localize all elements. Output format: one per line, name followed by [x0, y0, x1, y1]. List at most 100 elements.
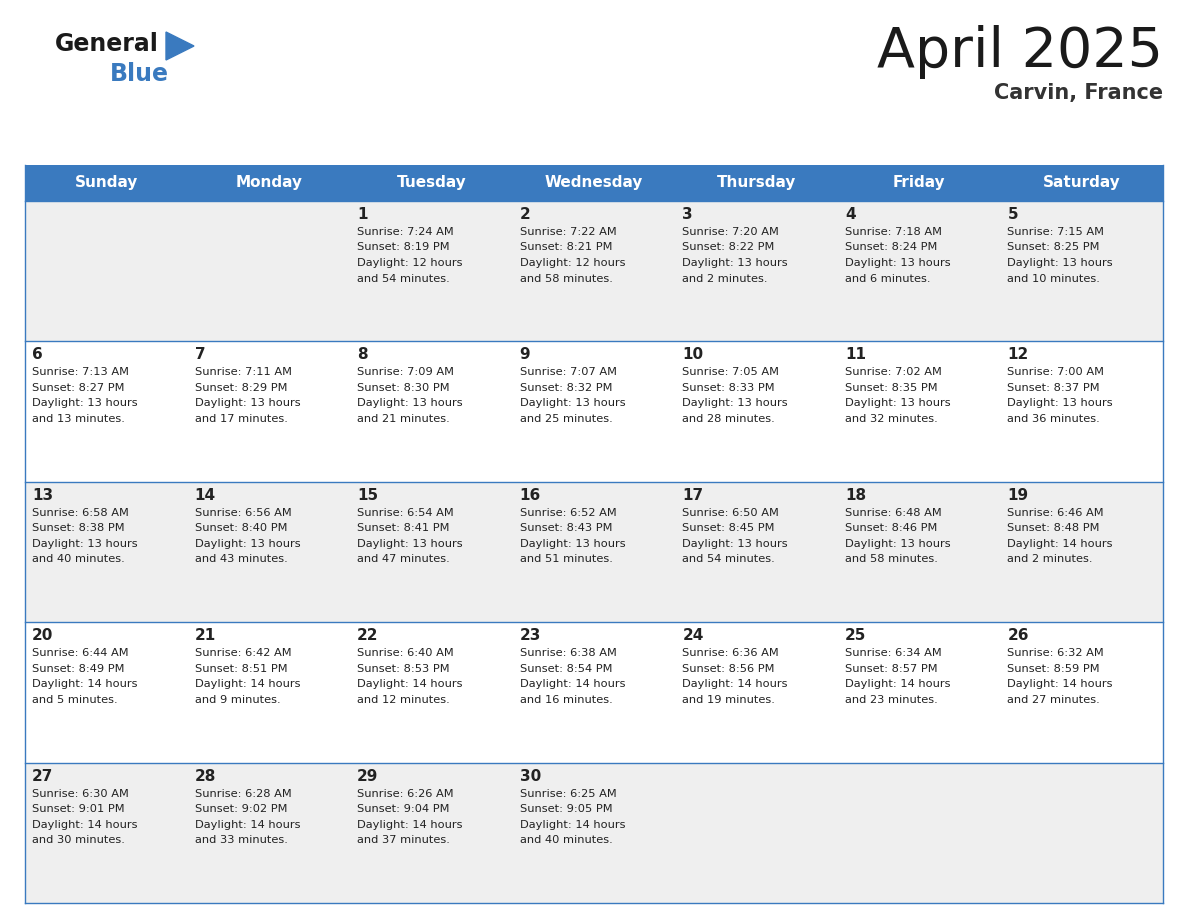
- Text: 29: 29: [358, 768, 379, 784]
- Text: Daylight: 13 hours: Daylight: 13 hours: [195, 398, 301, 409]
- Text: Sunset: 8:24 PM: Sunset: 8:24 PM: [845, 242, 937, 252]
- Text: Sunset: 8:40 PM: Sunset: 8:40 PM: [195, 523, 287, 533]
- Text: Daylight: 14 hours: Daylight: 14 hours: [682, 679, 788, 689]
- Text: 22: 22: [358, 628, 379, 644]
- Text: Sunrise: 6:48 AM: Sunrise: 6:48 AM: [845, 508, 942, 518]
- Text: Saturday: Saturday: [1043, 175, 1120, 191]
- Text: 3: 3: [682, 207, 693, 222]
- Text: Sunrise: 7:07 AM: Sunrise: 7:07 AM: [519, 367, 617, 377]
- Text: 26: 26: [1007, 628, 1029, 644]
- Text: Sunset: 8:32 PM: Sunset: 8:32 PM: [519, 383, 612, 393]
- Text: Sunset: 9:05 PM: Sunset: 9:05 PM: [519, 804, 612, 814]
- Text: Sunrise: 7:00 AM: Sunrise: 7:00 AM: [1007, 367, 1105, 377]
- Text: Sunset: 8:48 PM: Sunset: 8:48 PM: [1007, 523, 1100, 533]
- Text: and 10 minutes.: and 10 minutes.: [1007, 274, 1100, 284]
- Text: Sunrise: 6:38 AM: Sunrise: 6:38 AM: [519, 648, 617, 658]
- Text: and 40 minutes.: and 40 minutes.: [519, 835, 613, 845]
- Text: Sunset: 8:29 PM: Sunset: 8:29 PM: [195, 383, 287, 393]
- Text: 28: 28: [195, 768, 216, 784]
- Text: Sunset: 8:37 PM: Sunset: 8:37 PM: [1007, 383, 1100, 393]
- Text: and 54 minutes.: and 54 minutes.: [682, 554, 775, 565]
- Text: Sunset: 8:35 PM: Sunset: 8:35 PM: [845, 383, 937, 393]
- Text: and 19 minutes.: and 19 minutes.: [682, 695, 775, 705]
- Text: and 36 minutes.: and 36 minutes.: [1007, 414, 1100, 424]
- Text: Sunset: 8:49 PM: Sunset: 8:49 PM: [32, 664, 125, 674]
- Text: Daylight: 14 hours: Daylight: 14 hours: [845, 679, 950, 689]
- Text: and 27 minutes.: and 27 minutes.: [1007, 695, 1100, 705]
- Text: Daylight: 13 hours: Daylight: 13 hours: [845, 398, 950, 409]
- Bar: [25, 165, 1163, 201]
- Text: and 2 minutes.: and 2 minutes.: [1007, 554, 1093, 565]
- Bar: [25, 201, 1163, 341]
- Text: 12: 12: [1007, 347, 1029, 363]
- Text: and 58 minutes.: and 58 minutes.: [845, 554, 937, 565]
- Text: Sunset: 8:53 PM: Sunset: 8:53 PM: [358, 664, 450, 674]
- Text: Sunset: 8:22 PM: Sunset: 8:22 PM: [682, 242, 775, 252]
- Text: Daylight: 13 hours: Daylight: 13 hours: [682, 398, 788, 409]
- Text: and 12 minutes.: and 12 minutes.: [358, 695, 450, 705]
- Text: Daylight: 14 hours: Daylight: 14 hours: [519, 820, 625, 830]
- Text: Daylight: 13 hours: Daylight: 13 hours: [519, 539, 625, 549]
- Text: Daylight: 14 hours: Daylight: 14 hours: [1007, 679, 1113, 689]
- Text: 13: 13: [32, 487, 53, 503]
- Text: 8: 8: [358, 347, 368, 363]
- Text: Daylight: 14 hours: Daylight: 14 hours: [519, 679, 625, 689]
- Text: Sunset: 9:04 PM: Sunset: 9:04 PM: [358, 804, 449, 814]
- Text: 11: 11: [845, 347, 866, 363]
- Text: Daylight: 13 hours: Daylight: 13 hours: [1007, 398, 1113, 409]
- Text: Sunset: 8:38 PM: Sunset: 8:38 PM: [32, 523, 125, 533]
- Text: Daylight: 14 hours: Daylight: 14 hours: [358, 820, 462, 830]
- Bar: [25, 341, 1163, 482]
- Text: Sunrise: 7:05 AM: Sunrise: 7:05 AM: [682, 367, 779, 377]
- Text: Daylight: 12 hours: Daylight: 12 hours: [519, 258, 625, 268]
- Text: Sunrise: 6:46 AM: Sunrise: 6:46 AM: [1007, 508, 1104, 518]
- Text: Friday: Friday: [893, 175, 946, 191]
- Text: and 6 minutes.: and 6 minutes.: [845, 274, 930, 284]
- Text: Sunset: 8:25 PM: Sunset: 8:25 PM: [1007, 242, 1100, 252]
- Text: 4: 4: [845, 207, 855, 222]
- Text: Daylight: 13 hours: Daylight: 13 hours: [358, 539, 463, 549]
- Text: Daylight: 14 hours: Daylight: 14 hours: [32, 820, 138, 830]
- Bar: [25, 482, 1163, 622]
- Text: Sunrise: 7:24 AM: Sunrise: 7:24 AM: [358, 227, 454, 237]
- Text: and 25 minutes.: and 25 minutes.: [519, 414, 613, 424]
- Text: Sunday: Sunday: [75, 175, 138, 191]
- Text: General: General: [55, 32, 159, 56]
- Text: Daylight: 12 hours: Daylight: 12 hours: [358, 258, 462, 268]
- Text: Sunrise: 7:18 AM: Sunrise: 7:18 AM: [845, 227, 942, 237]
- Text: Sunset: 8:19 PM: Sunset: 8:19 PM: [358, 242, 450, 252]
- Polygon shape: [166, 32, 194, 60]
- Text: Daylight: 13 hours: Daylight: 13 hours: [358, 398, 463, 409]
- Text: Sunset: 9:02 PM: Sunset: 9:02 PM: [195, 804, 287, 814]
- Text: Daylight: 13 hours: Daylight: 13 hours: [682, 258, 788, 268]
- Text: Sunset: 8:27 PM: Sunset: 8:27 PM: [32, 383, 125, 393]
- Text: Sunrise: 7:20 AM: Sunrise: 7:20 AM: [682, 227, 779, 237]
- Text: 30: 30: [519, 768, 541, 784]
- Text: and 32 minutes.: and 32 minutes.: [845, 414, 937, 424]
- Text: Sunset: 8:51 PM: Sunset: 8:51 PM: [195, 664, 287, 674]
- Text: 27: 27: [32, 768, 53, 784]
- Text: Sunrise: 6:42 AM: Sunrise: 6:42 AM: [195, 648, 291, 658]
- Text: Sunset: 8:46 PM: Sunset: 8:46 PM: [845, 523, 937, 533]
- Text: Daylight: 13 hours: Daylight: 13 hours: [32, 398, 138, 409]
- Text: 23: 23: [519, 628, 541, 644]
- Text: Daylight: 13 hours: Daylight: 13 hours: [519, 398, 625, 409]
- Text: 1: 1: [358, 207, 367, 222]
- Text: Daylight: 13 hours: Daylight: 13 hours: [682, 539, 788, 549]
- Text: 2: 2: [519, 207, 531, 222]
- Text: Sunrise: 6:52 AM: Sunrise: 6:52 AM: [519, 508, 617, 518]
- Text: Sunset: 9:01 PM: Sunset: 9:01 PM: [32, 804, 125, 814]
- Text: 5: 5: [1007, 207, 1018, 222]
- Text: Sunset: 8:33 PM: Sunset: 8:33 PM: [682, 383, 775, 393]
- Text: Tuesday: Tuesday: [397, 175, 467, 191]
- Text: and 17 minutes.: and 17 minutes.: [195, 414, 287, 424]
- Bar: [25, 763, 1163, 903]
- Text: Daylight: 13 hours: Daylight: 13 hours: [195, 539, 301, 549]
- Text: 16: 16: [519, 487, 541, 503]
- Text: and 33 minutes.: and 33 minutes.: [195, 835, 287, 845]
- Text: Sunrise: 6:54 AM: Sunrise: 6:54 AM: [358, 508, 454, 518]
- Text: Daylight: 13 hours: Daylight: 13 hours: [845, 258, 950, 268]
- Text: Sunset: 8:30 PM: Sunset: 8:30 PM: [358, 383, 450, 393]
- Text: 20: 20: [32, 628, 53, 644]
- Text: and 40 minutes.: and 40 minutes.: [32, 554, 125, 565]
